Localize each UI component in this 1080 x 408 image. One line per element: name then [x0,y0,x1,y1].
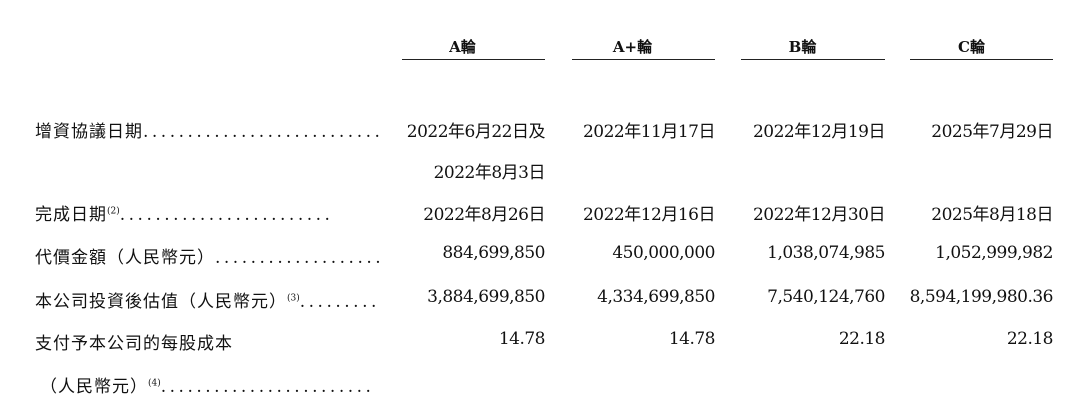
column-header-rule-a [402,59,545,60]
cell-consideration-amount-c: 1,052,999,982 [935,243,1053,263]
cell-completion-date-a-plus: 2022年12月16日 [582,205,716,225]
cell-consideration-amount-b: 1,038,074,985 [767,243,885,263]
row-label-text: 本公司投資後估值（人民幣元） [35,292,287,312]
cell-consideration-amount-a-plus: 450,000,000 [612,243,715,263]
dot-leader: ........................... [143,122,380,142]
column-header-c: C輪 [958,38,985,56]
cell-agreement-date-b: 2022年12月19日 [752,122,886,142]
row-label-post-money-valuation: 本公司投資後估值（人民幣元）(3)............. [35,287,380,312]
cell-agreement-date-a: 2022年6月22日及 [406,122,546,142]
cell-post-money-valuation-c: 8,594,199,980.36 [909,287,1054,307]
cell-completion-date-b: 2022年12月30日 [752,205,886,225]
column-header-a-plus: A+輪 [612,38,653,56]
cell-cost-per-share-a: 14.78 [498,329,546,349]
cell-consideration-amount-a: 884,699,850 [442,243,545,263]
cell-agreement-date-a-plus: 2022年11月17日 [582,122,716,142]
column-header-rule-b [741,59,885,60]
column-header-a: A輪 [449,38,476,56]
row-label-cost-per-share: 支付予本公司的每股成本 [35,329,380,354]
dot-leader: ................... [215,248,380,268]
column-header-rule-a-plus [572,59,715,60]
cell-post-money-valuation-a: 3,884,699,850 [427,287,545,307]
row-label-cost-per-share-unit: （人民幣元）(4)........................ [40,372,385,397]
row-label-agreement-date: 增資協議日期........................... [35,117,380,142]
row-label-consideration-amount: 代價金額（人民幣元）................... [35,243,380,268]
row-label-text: 增資協議日期 [35,122,143,142]
column-header-b: B輪 [788,38,817,56]
cell-agreement-date-a-continuation: 2022年8月3日 [433,163,546,183]
cell-completion-date-a: 2022年8月26日 [423,205,545,225]
row-label-text: 代價金額（人民幣元） [35,248,215,268]
cell-cost-per-share-a-plus: 14.78 [668,329,716,349]
row-label-text: 完成日期 [35,205,107,225]
cell-cost-per-share-c: 22.18 [1006,329,1054,349]
row-label-text: 支付予本公司的每股成本 [35,334,233,354]
footnote-marker: (2) [107,206,120,217]
footnote-marker: (4) [148,378,161,389]
dot-leader: ........................ [119,205,334,225]
cell-completion-date-c: 2025年8月18日 [931,205,1053,225]
row-label-text: （人民幣元） [40,377,148,397]
cell-cost-per-share-b: 22.18 [838,329,886,349]
column-header-rule-c [910,59,1053,60]
cell-post-money-valuation-b: 7,540,124,760 [767,287,885,307]
cell-agreement-date-c: 2025年7月29日 [931,122,1053,142]
cell-post-money-valuation-a-plus: 4,334,699,850 [597,287,715,307]
footnote-marker: (3) [287,293,300,304]
row-label-completion-date: 完成日期(2)........................ [35,200,380,225]
dot-leader: ............. [299,292,380,312]
dot-leader: ........................ [160,377,375,397]
